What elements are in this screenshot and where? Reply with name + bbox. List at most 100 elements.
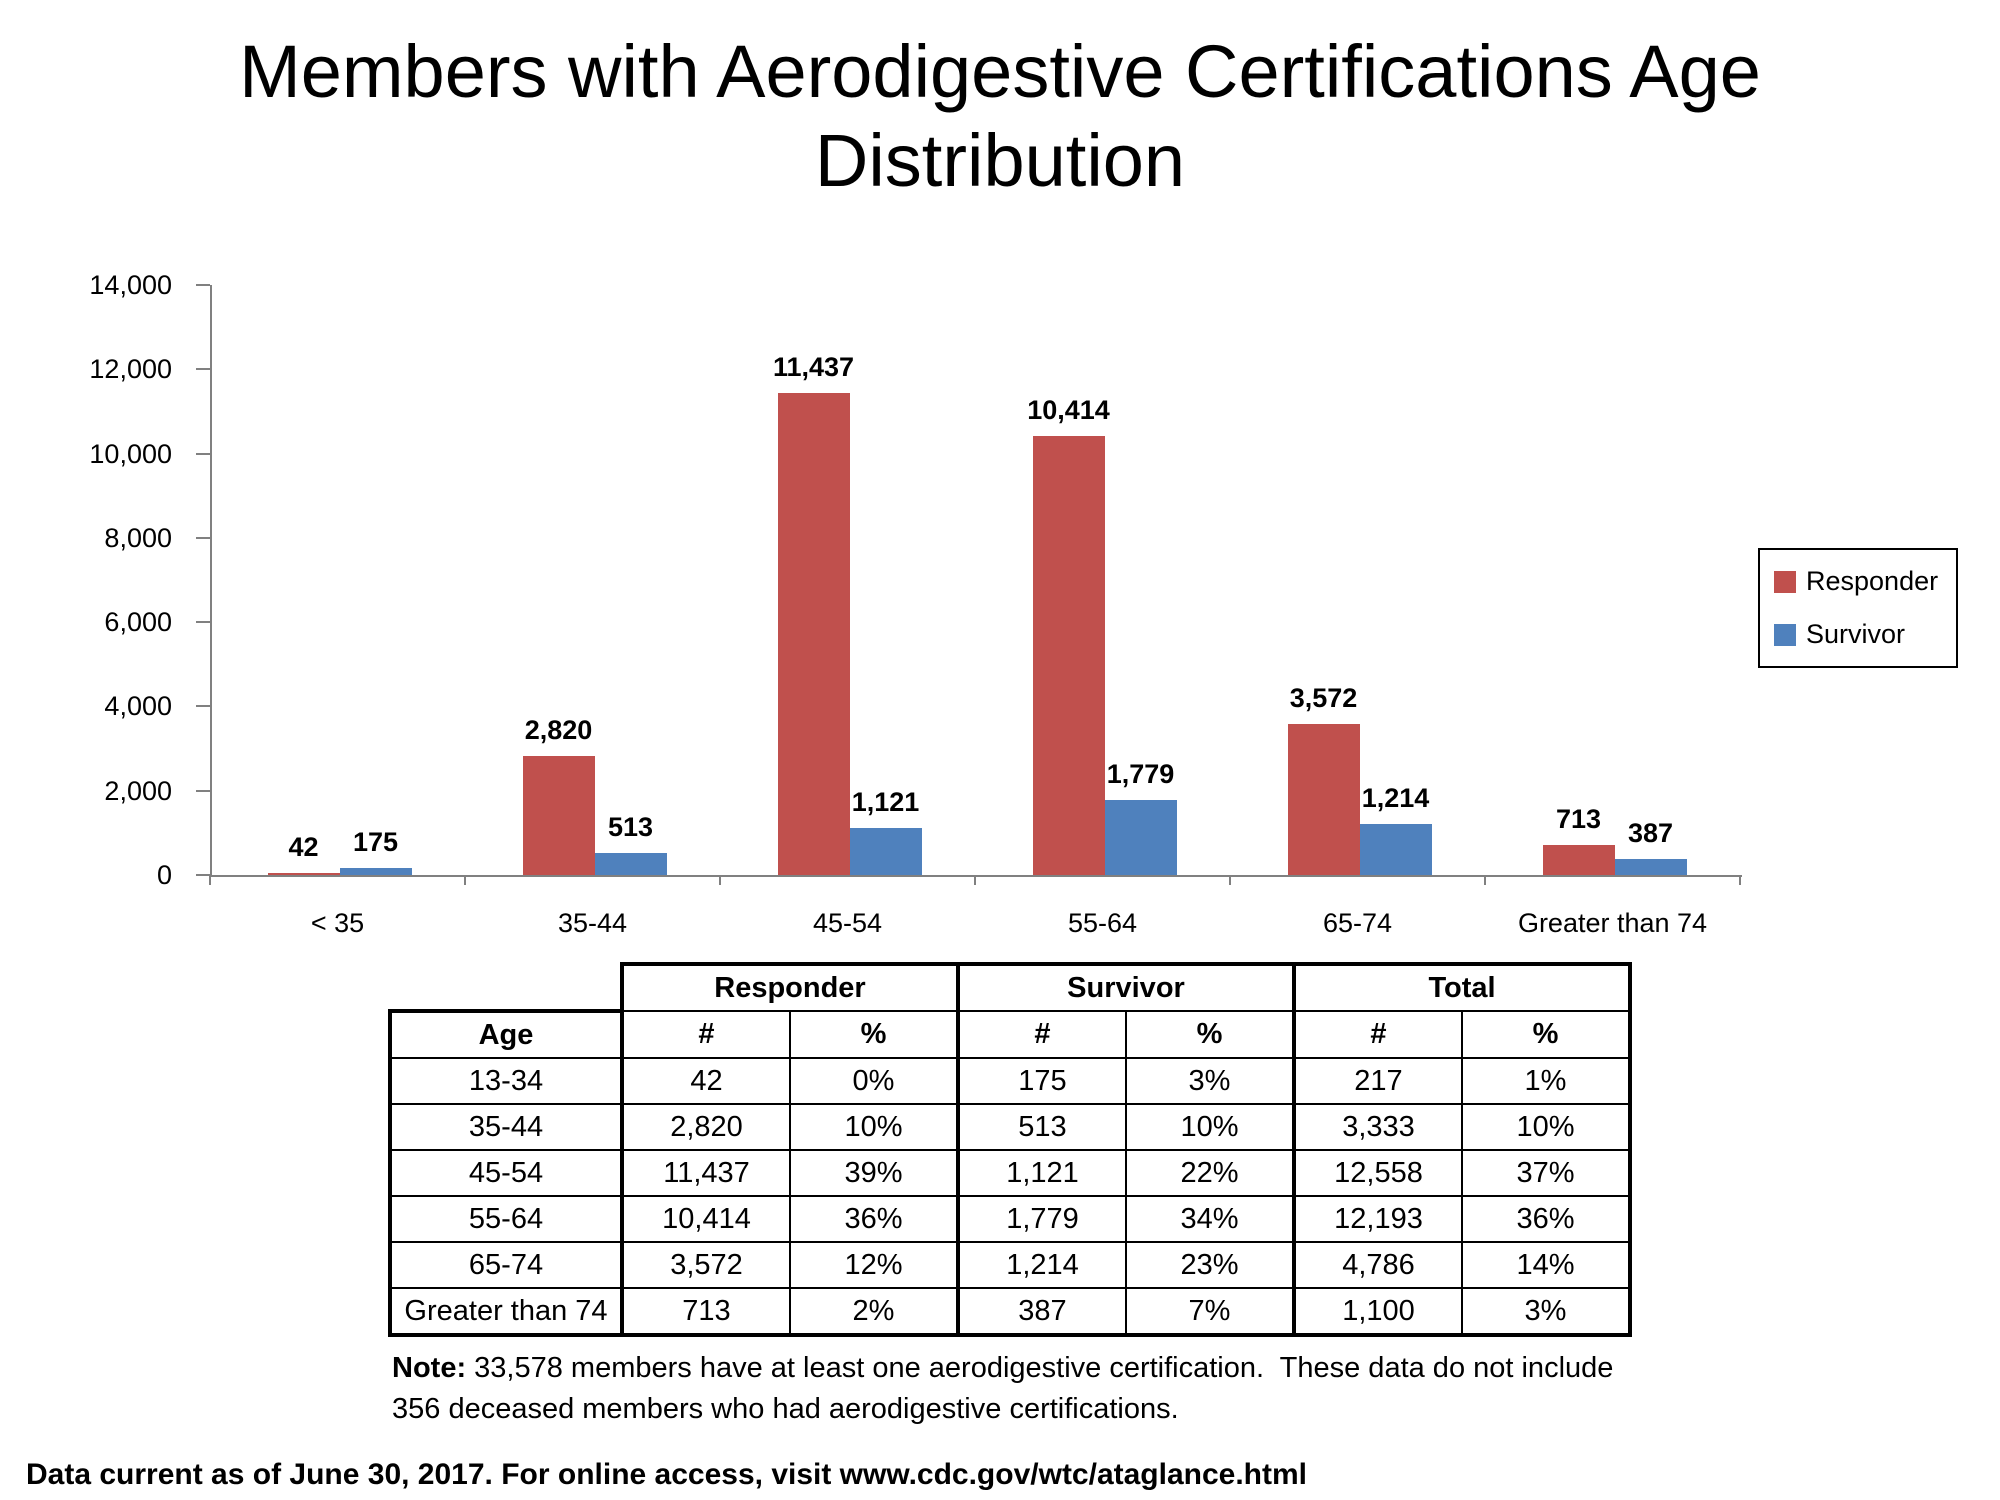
- table-column-header: %: [789, 1010, 959, 1059]
- y-tick-mark: [196, 874, 210, 876]
- table-cell: 37%: [1461, 1149, 1632, 1197]
- page-title-line: Members with Aerodigestive Certification…: [239, 30, 1761, 113]
- table-cell: 1,779: [956, 1195, 1127, 1243]
- note-text: Note: 33,578 members have at least one a…: [392, 1348, 1622, 1430]
- table-cell: 34%: [1125, 1195, 1295, 1243]
- bar-responder-5: [1542, 844, 1615, 875]
- age-distribution-table: Responder Survivor Total Age #% #% #% 13-34 42 0%…: [388, 962, 1632, 1337]
- table-column-header: #: [1292, 1010, 1463, 1059]
- table-column-header: Age: [388, 1009, 623, 1059]
- table-cell: 2%: [789, 1287, 959, 1337]
- x-category-label: 45-54: [812, 908, 883, 938]
- table-cell: 36%: [1461, 1195, 1632, 1243]
- table-cell: 713: [620, 1287, 791, 1337]
- bar-chart: 0 2,000 4,000 6,000 8,000 10,000 12,000 14,000 …: [0, 270, 2000, 950]
- table-cell: 12,558: [1292, 1149, 1463, 1197]
- y-tick-label: 6,000: [104, 607, 172, 638]
- y-tick-label: 4,000: [104, 691, 172, 722]
- bar-survivor-2: [849, 827, 922, 875]
- bar-value-label: 10,414: [1027, 395, 1110, 426]
- table-group-header: Total: [1292, 962, 1632, 1012]
- table-row: Greater than 74 713 2% 387 7% 1,100 3%: [388, 1287, 1632, 1337]
- bar-value-label: 713: [1555, 803, 1602, 834]
- x-tick-mark: [1229, 875, 1231, 885]
- table-group-header: Responder: [620, 962, 959, 1012]
- table-cell: 175: [956, 1057, 1127, 1105]
- table-cell: 1,100: [1292, 1287, 1463, 1337]
- x-tick-mark: [1739, 875, 1741, 885]
- table-cell: 217: [1292, 1057, 1463, 1105]
- table-row: 65-74 3,572 12% 1,214 23% 4,786 14%: [388, 1241, 1632, 1289]
- legend: Responder Survivor: [1758, 548, 1959, 668]
- table-group-header: Survivor: [956, 962, 1295, 1012]
- table-cell: 45-54: [388, 1149, 623, 1197]
- table-cell: 1,121: [956, 1149, 1127, 1197]
- table-row: 55-64 10,414 36% 1,779 34% 12,193 36%: [388, 1195, 1632, 1243]
- bar-survivor-3: [1104, 800, 1177, 875]
- table-cell: 10%: [1125, 1103, 1295, 1151]
- bar-value-label: 2,820: [524, 715, 593, 746]
- x-category-label: Greater than 74: [1517, 908, 1708, 938]
- table-cell: 1%: [1461, 1057, 1632, 1105]
- bar-value-label: 387: [1627, 817, 1674, 848]
- table-cell: 42: [620, 1057, 791, 1105]
- table-cell: 10,414: [620, 1195, 791, 1243]
- x-tick-mark: [464, 875, 466, 885]
- table-cell: 10%: [789, 1103, 959, 1151]
- table-cell: 22%: [1125, 1149, 1295, 1197]
- legend-label: Survivor: [1806, 619, 1906, 649]
- legend-swatch-icon: [1774, 623, 1796, 646]
- bar-survivor-5: [1614, 858, 1687, 875]
- table-cell: 387: [956, 1287, 1127, 1337]
- table-cell: 3%: [1125, 1057, 1295, 1105]
- y-tick-label: 12,000: [89, 354, 172, 385]
- table-cell: 35-44: [388, 1103, 623, 1151]
- table-cell: 65-74: [388, 1241, 623, 1289]
- table-cell: 36%: [789, 1195, 959, 1243]
- bar-value-label: 11,437: [772, 352, 855, 383]
- x-category-label: 65-74: [1322, 908, 1393, 938]
- x-category-label: 55-64: [1067, 908, 1138, 938]
- bar-responder-1: [522, 756, 595, 875]
- table-cell: 13-34: [388, 1057, 623, 1105]
- y-tick-label: 8,000: [104, 522, 172, 553]
- bar-value-label: 1,214: [1361, 782, 1430, 813]
- table-column-header: #: [620, 1010, 791, 1059]
- y-tick-mark: [196, 284, 210, 286]
- table-cell: 23%: [1125, 1241, 1295, 1289]
- legend-label: Responder: [1806, 566, 1939, 596]
- bar-value-label: 42: [288, 832, 319, 862]
- table-cell: 513: [956, 1103, 1127, 1151]
- legend-swatch-icon: [1774, 570, 1796, 593]
- table-row: 45-54 11,437 39% 1,121 22% 12,558 37%: [388, 1149, 1632, 1197]
- table-cell: 55-64: [388, 1195, 623, 1243]
- x-axis-labels: < 35 35-44 45-54 55-64 65-74 Greater than 74: [210, 908, 1740, 948]
- bar-value-label: 1,121: [851, 786, 920, 817]
- table-cell: Greater than 74: [388, 1287, 623, 1337]
- y-tick-mark: [196, 705, 210, 708]
- x-tick-mark: [974, 875, 976, 885]
- table-column-header-row: Age #% #% #%: [388, 1009, 1632, 1059]
- bar-responder-2: [777, 393, 850, 875]
- legend-item-survivor: Survivor: [1774, 619, 1938, 650]
- page-title-line: Distribution: [814, 118, 1186, 202]
- table-cell: 10%: [1461, 1103, 1632, 1151]
- x-tick-mark: [209, 875, 211, 885]
- y-tick-label: 0: [156, 860, 172, 890]
- bar-value-label: 513: [607, 812, 654, 843]
- y-axis-labels: 0 2,000 4,000 6,000 8,000 10,000 12,000 14,000: [30, 270, 190, 890]
- bar-responder-0: [267, 873, 340, 875]
- y-tick-mark: [196, 621, 210, 624]
- table-cell: 4,786: [1292, 1241, 1463, 1289]
- note-body: 33,578 members have at least one aerodig…: [392, 1352, 1622, 1426]
- bar-value-label: 1,779: [1106, 759, 1175, 790]
- table-row: 13-34 42 0% 175 3% 217 1%: [388, 1057, 1632, 1105]
- bar-responder-4: [1287, 724, 1360, 875]
- table-cell: 0%: [789, 1057, 959, 1105]
- page-title: Members with Aerodigestive Certification…: [50, 28, 1950, 206]
- y-tick-label: 10,000: [89, 438, 172, 469]
- table-cell: 7%: [1125, 1287, 1295, 1337]
- bar-value-label: 175: [352, 826, 399, 857]
- bar-value-label: 3,572: [1289, 683, 1358, 714]
- table-cell: 14%: [1461, 1241, 1632, 1289]
